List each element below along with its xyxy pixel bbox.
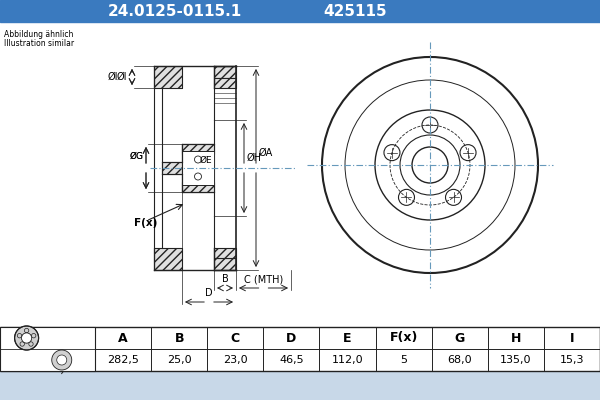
Text: Abbildung ähnlich: Abbildung ähnlich (4, 30, 73, 39)
Bar (162, 162, 182, 174)
Bar (214, 66, 236, 78)
Text: E: E (343, 332, 352, 344)
Bar (182, 144, 214, 154)
Circle shape (14, 326, 38, 350)
Bar (182, 182, 214, 192)
Bar (0, 327, 600, 371)
Text: D: D (286, 332, 296, 344)
Bar (162, 162, 182, 174)
Bar (182, 144, 214, 154)
Bar (182, 182, 214, 192)
Text: 25,0: 25,0 (167, 355, 191, 365)
Text: 425115: 425115 (323, 4, 387, 18)
Bar (214, 78, 236, 88)
Text: D: D (205, 288, 213, 298)
Circle shape (22, 333, 32, 343)
Text: ØA: ØA (259, 148, 273, 158)
Text: ØH: ØH (247, 153, 262, 163)
Text: I: I (569, 332, 574, 344)
Text: 46,5: 46,5 (279, 355, 304, 365)
Bar (0, 327, 95, 371)
Text: 68,0: 68,0 (448, 355, 472, 365)
Bar (182, 151, 214, 185)
Circle shape (194, 173, 202, 180)
Text: H: H (511, 332, 521, 344)
Text: 23,0: 23,0 (223, 355, 248, 365)
Text: F(x): F(x) (389, 332, 418, 344)
Bar (154, 66, 182, 88)
Bar (154, 66, 182, 88)
Text: ØE: ØE (200, 156, 212, 164)
Text: 135,0: 135,0 (500, 355, 532, 365)
Bar (214, 66, 236, 78)
Text: 112,0: 112,0 (332, 355, 364, 365)
Circle shape (57, 355, 67, 365)
Text: ØI: ØI (117, 72, 128, 82)
Text: 15,3: 15,3 (560, 355, 584, 365)
Bar (214, 248, 236, 258)
Bar (0, 22, 600, 327)
Circle shape (194, 156, 202, 163)
Circle shape (52, 350, 72, 370)
Text: C (MTH): C (MTH) (244, 274, 283, 284)
Text: ØI: ØI (107, 72, 118, 82)
Text: A: A (118, 332, 128, 344)
Bar (214, 78, 236, 88)
Text: 282,5: 282,5 (107, 355, 139, 365)
Text: B: B (221, 274, 229, 284)
Text: 24.0125-0115.1: 24.0125-0115.1 (108, 4, 242, 18)
Text: C: C (231, 332, 240, 344)
Bar (214, 258, 236, 270)
Bar (0, 0, 600, 22)
Bar (154, 248, 182, 270)
Text: ØG: ØG (130, 152, 144, 160)
Text: G: G (455, 332, 465, 344)
Text: F(x): F(x) (134, 218, 157, 228)
Bar (182, 144, 214, 192)
Text: B: B (175, 332, 184, 344)
Bar (154, 248, 182, 270)
Text: 5: 5 (400, 355, 407, 365)
Text: ØG: ØG (130, 152, 144, 160)
Text: Illustration similar: Illustration similar (4, 39, 74, 48)
Bar (214, 258, 236, 270)
Bar (214, 248, 236, 258)
